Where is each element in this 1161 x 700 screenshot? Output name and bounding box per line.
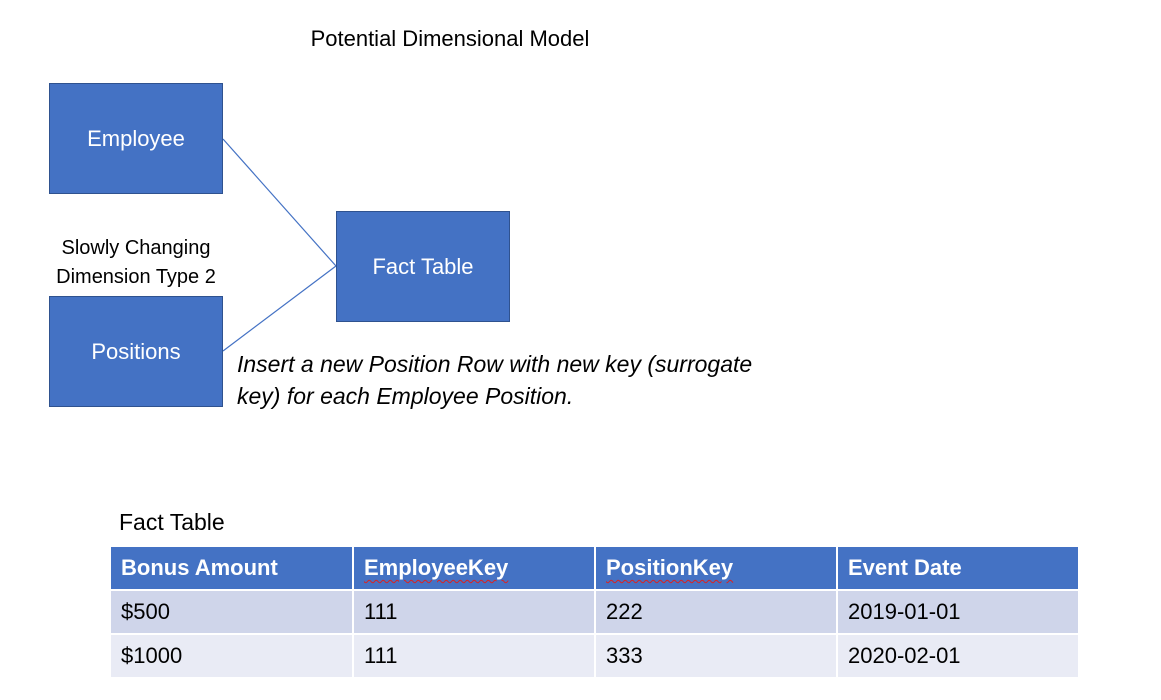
fact-table-box: Fact Table	[336, 211, 510, 322]
note-line2: key) for each Employee Position.	[237, 383, 574, 409]
positions-dimension-label: Positions	[91, 338, 181, 364]
cell-employee-key: 111	[353, 634, 596, 679]
fact-table-caption: Fact Table	[119, 509, 225, 535]
cell-position-key: 222	[595, 590, 838, 635]
scd-label-line1: Slowly Changing	[61, 237, 211, 259]
header-position-key: PositionKey	[595, 547, 838, 591]
header-event-date: Event Date	[837, 547, 1080, 591]
table-header-row: Bonus Amount EmployeeKey PositionKey Eve…	[111, 547, 1080, 591]
surrogate-key-note: Insert a new Position Row with new key (…	[237, 348, 817, 412]
table-row: $500 111 222 2019-01-01	[111, 590, 1080, 635]
cell-employee-key: 111	[353, 590, 596, 635]
fact-table: Bonus Amount EmployeeKey PositionKey Eve…	[111, 547, 1080, 679]
connector-employee-fact	[222, 138, 337, 267]
diagram-title: Potential Dimensional Model	[310, 26, 590, 51]
scd-label-line2: Dimension Type 2	[56, 266, 216, 288]
header-bonus-amount: Bonus Amount	[111, 547, 354, 591]
cell-bonus-amount: $1000	[111, 634, 354, 679]
positions-dimension-box: Positions	[49, 296, 223, 407]
employee-dimension-box: Employee	[49, 83, 223, 194]
connector-positions-fact	[222, 265, 337, 352]
table-row: $1000 111 333 2020-02-01	[111, 634, 1080, 679]
header-employee-key-text: EmployeeKey	[364, 555, 509, 580]
scd-type2-label: Slowly Changing Dimension Type 2	[36, 234, 236, 292]
fact-table-box-label: Fact Table	[372, 253, 474, 279]
note-line1: Insert a new Position Row with new key (…	[237, 351, 753, 377]
cell-event-date: 2019-01-01	[837, 590, 1080, 635]
header-position-key-text: PositionKey	[606, 555, 734, 580]
cell-bonus-amount: $500	[111, 590, 354, 635]
cell-position-key: 333	[595, 634, 838, 679]
cell-event-date: 2020-02-01	[837, 634, 1080, 679]
header-employee-key: EmployeeKey	[353, 547, 596, 591]
employee-dimension-label: Employee	[87, 125, 185, 151]
